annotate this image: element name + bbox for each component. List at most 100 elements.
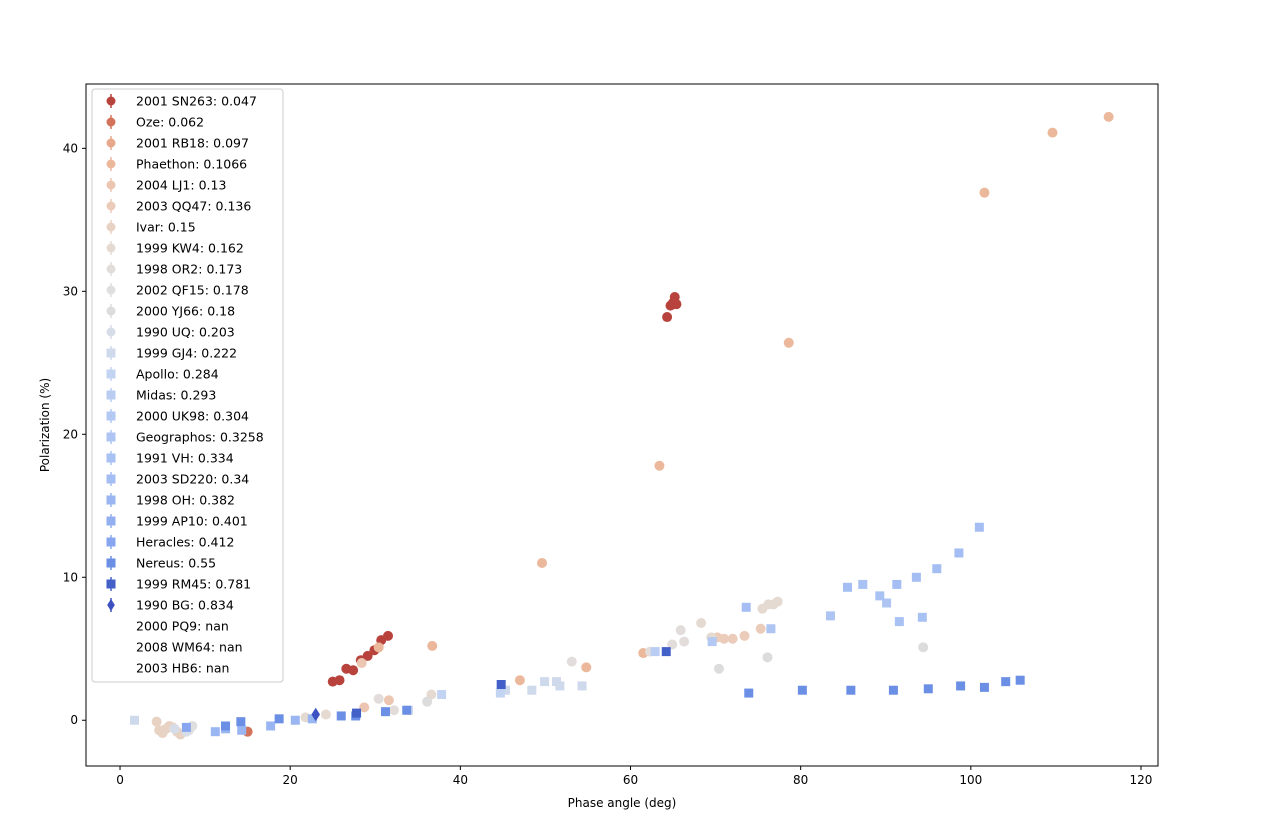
data-point	[383, 695, 394, 706]
data-point	[713, 663, 724, 674]
data-point	[311, 707, 320, 722]
data-point	[236, 717, 246, 727]
legend-label: 1999 GJ4: 0.222	[136, 346, 237, 361]
data-point	[169, 723, 180, 734]
legend-label: 2003 QQ47: 0.136	[136, 199, 251, 214]
legend-marker	[106, 96, 116, 106]
data-point	[882, 598, 892, 608]
data-point	[540, 677, 550, 687]
data-point	[662, 312, 673, 323]
data-point	[181, 722, 191, 732]
legend-label: Heracles: 0.412	[136, 535, 234, 550]
legend-label: Ivar: 0.15	[136, 220, 196, 235]
legend-marker	[106, 264, 116, 274]
x-tick-label: 120	[1130, 773, 1153, 787]
data-point	[842, 582, 852, 592]
legend-label: Midas: 0.293	[136, 388, 216, 403]
legend-marker	[106, 222, 116, 232]
legend-marker	[107, 598, 115, 612]
data-point	[581, 662, 592, 673]
data-point	[320, 709, 331, 720]
data-point	[766, 624, 776, 634]
legend-marker	[106, 453, 116, 463]
legend-label: 2004 LJ1: 0.13	[136, 178, 226, 193]
legend-label: 2000 PQ9: nan	[136, 619, 229, 634]
data-point	[917, 612, 927, 622]
legend-label: 2008 WM64: nan	[136, 640, 243, 655]
axes-frame	[85, 83, 1159, 767]
legend-label: 1991 VH: 0.334	[136, 451, 234, 466]
data-point	[402, 705, 412, 715]
data-point	[237, 725, 247, 735]
legend-label: 1999 RM45: 0.781	[136, 577, 251, 592]
data-point	[650, 647, 660, 657]
data-point	[151, 716, 162, 727]
data-point	[923, 684, 933, 694]
data-point	[825, 611, 835, 621]
x-tick-label: 40	[453, 773, 468, 787]
data-point	[696, 618, 707, 629]
legend-marker	[106, 537, 116, 547]
legend-label: 1998 OR2: 0.173	[136, 262, 242, 277]
data-point	[356, 658, 367, 669]
data-point	[129, 715, 139, 725]
y-tick-label: 40	[63, 141, 78, 155]
legend-marker	[106, 138, 116, 148]
data-point	[956, 681, 966, 691]
legend-label: Geographos: 0.3258	[136, 430, 264, 445]
data-point	[892, 579, 902, 589]
data-point	[437, 690, 447, 700]
data-point	[388, 705, 399, 716]
data-point	[514, 675, 525, 686]
legend-marker	[106, 516, 116, 526]
data-point	[783, 337, 794, 348]
data-point	[1103, 111, 1114, 122]
legend-marker	[106, 474, 116, 484]
data-point	[266, 721, 276, 731]
data-point	[210, 727, 220, 737]
legend-marker	[106, 495, 116, 505]
data-point	[707, 637, 717, 647]
legend-marker	[106, 159, 116, 169]
legend-marker	[106, 180, 116, 190]
data-point	[537, 557, 548, 568]
x-axis-label: Phase angle (deg)	[568, 796, 677, 810]
legend-marker	[106, 243, 116, 253]
data-point	[555, 681, 565, 691]
legend-label: Phaethon: 0.1066	[136, 157, 247, 172]
data-point	[911, 572, 921, 582]
legend-label: Oze: 0.062	[136, 115, 204, 130]
legend-label: Nereus: 0.55	[136, 556, 216, 571]
legend-label: 2003 SD220: 0.34	[136, 472, 249, 487]
legend-marker	[106, 117, 116, 127]
data-point	[954, 548, 964, 558]
data-point	[566, 656, 577, 667]
data-point	[894, 617, 904, 627]
data-point	[577, 681, 587, 691]
legend-marker	[106, 327, 116, 337]
data-point	[495, 688, 505, 698]
data-point	[221, 721, 231, 731]
y-axis-label: Polarization (%)	[38, 378, 52, 472]
y-tick-label: 30	[63, 284, 78, 298]
legend-label: 2002 QF15: 0.178	[136, 283, 249, 298]
legend-marker	[106, 579, 116, 589]
data-point	[797, 685, 807, 695]
plot-area	[129, 111, 1114, 740]
data-point	[1015, 675, 1025, 685]
data-point	[888, 685, 898, 695]
data-point	[383, 630, 394, 641]
x-tick-label: 80	[793, 773, 808, 787]
legend-marker	[106, 390, 116, 400]
x-axis-ticks: 0 20 40 60 80 100 120	[116, 766, 1152, 787]
data-point	[334, 675, 345, 686]
y-tick-label: 0	[70, 713, 78, 727]
data-point	[274, 714, 284, 724]
data-point	[762, 652, 773, 663]
data-point	[307, 714, 317, 724]
legend-marker	[106, 201, 116, 211]
legend-marker	[106, 411, 116, 421]
legend-label: Apollo: 0.284	[136, 367, 219, 382]
legend-marker	[106, 306, 116, 316]
data-point	[739, 630, 750, 641]
